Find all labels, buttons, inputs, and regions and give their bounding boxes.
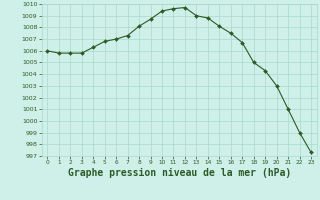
X-axis label: Graphe pression niveau de la mer (hPa): Graphe pression niveau de la mer (hPa) bbox=[68, 168, 291, 178]
